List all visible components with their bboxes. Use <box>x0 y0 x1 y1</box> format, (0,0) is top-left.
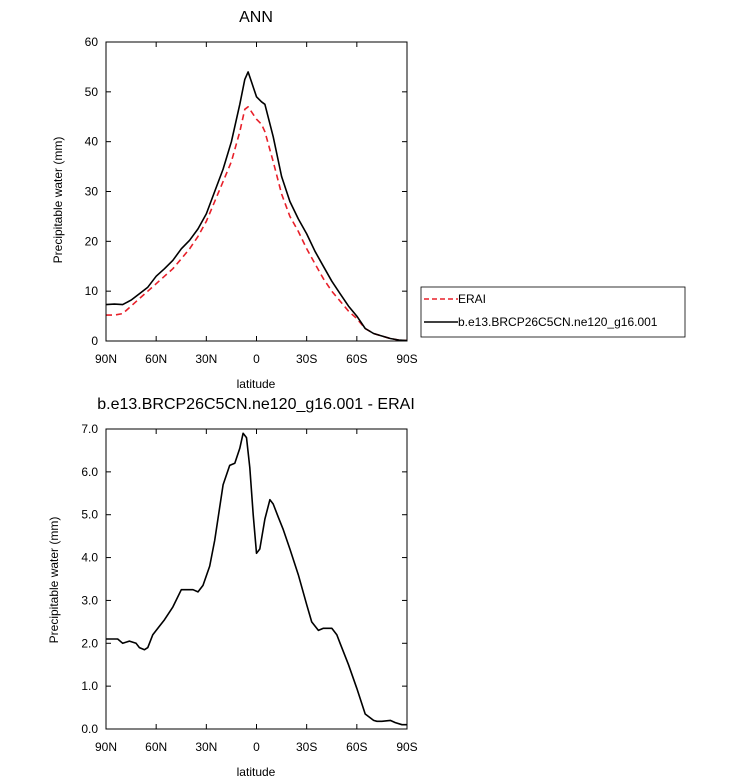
y-tick-label: 3.0 <box>81 593 98 607</box>
y-tick-label: 6.0 <box>81 465 98 479</box>
x-tick-label: 30N <box>195 352 217 366</box>
x-tick-label: 60N <box>145 352 167 366</box>
y-tick-label: 10 <box>85 284 99 298</box>
x-tick-label: 90N <box>95 352 117 366</box>
y-tick-label: 5.0 <box>81 508 98 522</box>
bottom-series <box>106 432 407 726</box>
top-x-axis-label: latitude <box>237 377 276 391</box>
model-line <box>106 432 407 726</box>
y-tick-label: 0 <box>91 334 98 348</box>
x-tick-label: 0 <box>253 352 260 366</box>
bottom-y-axis-label: Precipitable water (mm) <box>47 517 61 644</box>
erai-line <box>106 106 408 342</box>
y-tick-label: 1.0 <box>81 679 98 693</box>
bottom-title: b.e13.BRCP26C5CN.ne120_g16.001 - ERAI <box>97 396 415 413</box>
y-tick-label: 0.0 <box>81 722 98 736</box>
x-tick-label: 90S <box>396 740 417 754</box>
y-tick-label: 20 <box>85 234 99 248</box>
bottom-plot-frame <box>105 428 408 730</box>
bottom-ticks: 90N 60N 30N 0 30S 60S 90S 0.0 1.0 2.0 3.0 4.0 5.0 6.0… <box>81 422 417 754</box>
y-tick-label: 60 <box>85 35 99 49</box>
top-panel: ANN Precipitable water (mm) latitude 90N… <box>51 9 418 391</box>
top-y-axis-label: Precipitable water (mm) <box>51 137 65 264</box>
top-ticks: 90N 60N 30N 0 30S 60S 90S 0 10 20 30 40 50 60 <box>85 35 418 366</box>
y-tick-label: 30 <box>85 185 99 199</box>
legend-label-erai: ERAI <box>458 292 486 306</box>
top-plot-frame <box>105 41 408 342</box>
y-tick-label: 7.0 <box>81 422 98 436</box>
x-tick-label: 30S <box>296 352 317 366</box>
bottom-panel: b.e13.BRCP26C5CN.ne120_g16.001 - ERAI Pr… <box>47 396 418 779</box>
x-tick-label: 30S <box>296 740 317 754</box>
top-series <box>105 71 408 342</box>
legend: ERAI b.e13.BRCP26C5CN.ne120_g16.001 <box>420 286 686 338</box>
y-tick-label: 50 <box>85 85 99 99</box>
x-tick-label: 90S <box>396 352 417 366</box>
top-title: ANN <box>239 9 273 26</box>
x-tick-label: 60S <box>346 352 367 366</box>
x-tick-label: 0 <box>253 740 260 754</box>
x-tick-label: 60S <box>346 740 367 754</box>
x-tick-label: 60N <box>145 740 167 754</box>
y-tick-label: 40 <box>85 135 99 149</box>
legend-label-model: b.e13.BRCP26C5CN.ne120_g16.001 <box>458 315 658 329</box>
x-tick-label: 30N <box>195 740 217 754</box>
y-tick-label: 4.0 <box>81 551 98 565</box>
model-line <box>105 71 408 342</box>
y-tick-label: 2.0 <box>81 636 98 650</box>
bottom-x-axis-label: latitude <box>237 765 276 779</box>
x-tick-label: 90N <box>95 740 117 754</box>
legend-box <box>420 286 686 338</box>
